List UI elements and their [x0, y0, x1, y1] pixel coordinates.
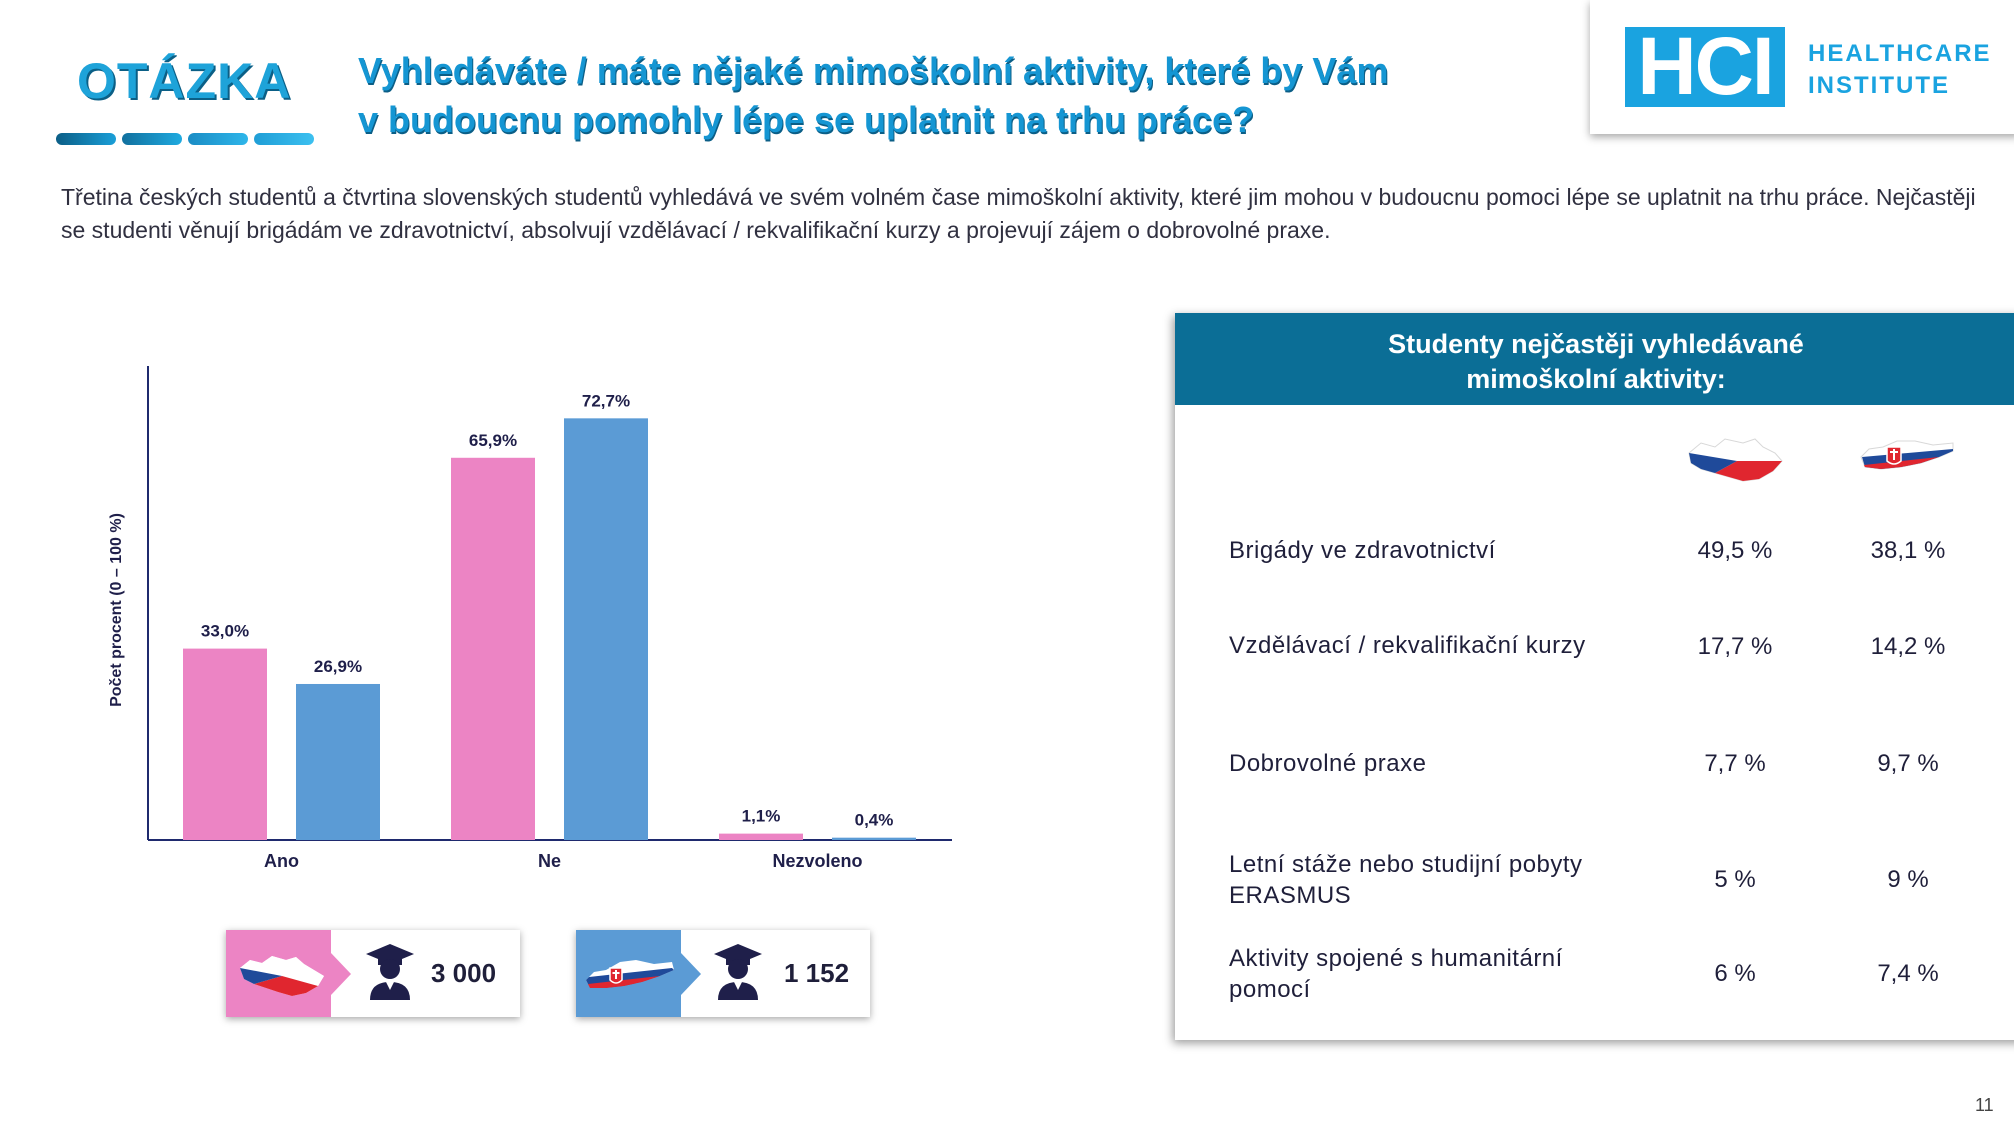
cz-value: 49,5 % [1697, 537, 1773, 564]
page-number: 11 [1975, 1095, 1994, 1115]
row-label-line: Vzdělávací / rekvalifikační kurzy [1229, 632, 1586, 659]
cz-value: 6 % [1714, 960, 1756, 987]
bar [296, 683, 380, 840]
graduate-icon [714, 944, 762, 1000]
cz-color-swatch [226, 930, 331, 1017]
bar [183, 648, 267, 840]
bar-value-label: 72,7% [582, 391, 630, 410]
decor-dash [122, 133, 182, 145]
table-row-label: Brigády ve zdravotnictví [1229, 535, 1496, 566]
x-tick-label: Ne [538, 851, 561, 871]
table-row-label: Vzdělávací / rekvalifikační kurzy [1229, 630, 1586, 661]
cz-arrow [331, 953, 351, 995]
bar-value-label: 65,9% [469, 431, 517, 450]
bar [451, 457, 535, 840]
table-heading-line-1: Studenty nejčastěji vyhledávané [1388, 329, 1804, 359]
sk-value: 7,4 % [1877, 960, 1939, 987]
title-line-1: Vyhledáváte / máte nějaké mimoškolní akt… [358, 50, 1389, 91]
cz-map-icon [240, 956, 324, 996]
sk-count: 1 152 [784, 958, 850, 988]
sk-value: 38,1 % [1870, 537, 1946, 564]
slide-title: Vyhledáváte / máte nějaké mimoškolní akt… [358, 46, 1558, 144]
logo-mark: HCI [1625, 26, 1785, 108]
sk-map-icon [1860, 440, 1954, 470]
table-row-label: Aktivity spojené s humanitární pomocí [1229, 943, 1563, 1005]
graduate-icon [366, 944, 414, 1000]
sk-value: 9,7 % [1877, 750, 1939, 777]
cz-value: 5 % [1714, 866, 1756, 893]
bar-value-label: 26,9% [314, 657, 362, 676]
sk-arrow [681, 953, 701, 995]
logo-name-line-1: HEALTHCARE [1808, 40, 1992, 67]
row-label-line: Letní stáže nebo studijní pobyty [1229, 851, 1583, 878]
row-label-line: Brigády ve zdravotnictví [1229, 537, 1496, 564]
sk-value: 9 % [1887, 866, 1929, 893]
logo-name-line-2: INSTITUTE [1808, 72, 1950, 99]
title-line-2: v budoucnu pomohly lépe se uplatnit na t… [358, 99, 1255, 140]
bar-chart: Počet procent (0 – 100 %) 33,0% 26,9% Ano 65… [108, 366, 952, 871]
bar [832, 837, 916, 840]
x-tick-label: Ano [264, 851, 299, 871]
legend-cz: 3 000 [226, 930, 520, 1017]
activities-table: Studenty nejčastěji vyhledávané mimoškol… [1175, 313, 2014, 1040]
cz-map-icon [1688, 438, 1783, 482]
table-heading-line-2: mimoškolní aktivity: [1466, 364, 1726, 394]
cz-value: 17,7 % [1697, 633, 1773, 660]
decor-dash [188, 133, 248, 145]
y-axis-label: Počet procent (0 – 100 %) [108, 513, 125, 707]
x-tick-label: Nezvoleno [772, 851, 862, 871]
decor-dash [254, 133, 314, 145]
row-label-line: ERASMUS [1229, 882, 1352, 909]
row-label-line: Aktivity spojené s humanitární [1229, 945, 1563, 972]
row-label-line: pomocí [1229, 976, 1311, 1003]
row-label-line: Dobrovolné praxe [1229, 750, 1427, 777]
hci-logo: HCI HEALTHCARE INSTITUTE [1590, 0, 2014, 134]
table-heading: Studenty nejčastěji vyhledávané mimoškol… [1175, 313, 2014, 405]
logo-name: HEALTHCARE INSTITUTE [1808, 38, 1992, 102]
sk-map-icon [586, 960, 674, 988]
cz-value: 7,7 % [1704, 750, 1766, 777]
cz-count: 3 000 [431, 958, 497, 988]
summary-text: Třetina českých studentů a čtvrtina slov… [61, 184, 1976, 243]
bar [564, 418, 648, 840]
section-label: OTÁZKA [77, 53, 292, 109]
bar-value-label: 1,1% [742, 807, 781, 826]
sk-color-swatch [576, 930, 681, 1017]
legend-sk: 1 152 [576, 930, 870, 1017]
sk-value: 14,2 % [1870, 633, 1946, 660]
decor-dash [56, 133, 116, 145]
bar-value-label: 0,4% [855, 811, 894, 830]
table-row-label: Dobrovolné praxe [1229, 748, 1426, 779]
bar-value-label: 33,0% [201, 622, 249, 641]
bar [719, 833, 803, 840]
table-row-label: Letní stáže nebo studijní pobyty ERASMUS [1229, 849, 1583, 911]
